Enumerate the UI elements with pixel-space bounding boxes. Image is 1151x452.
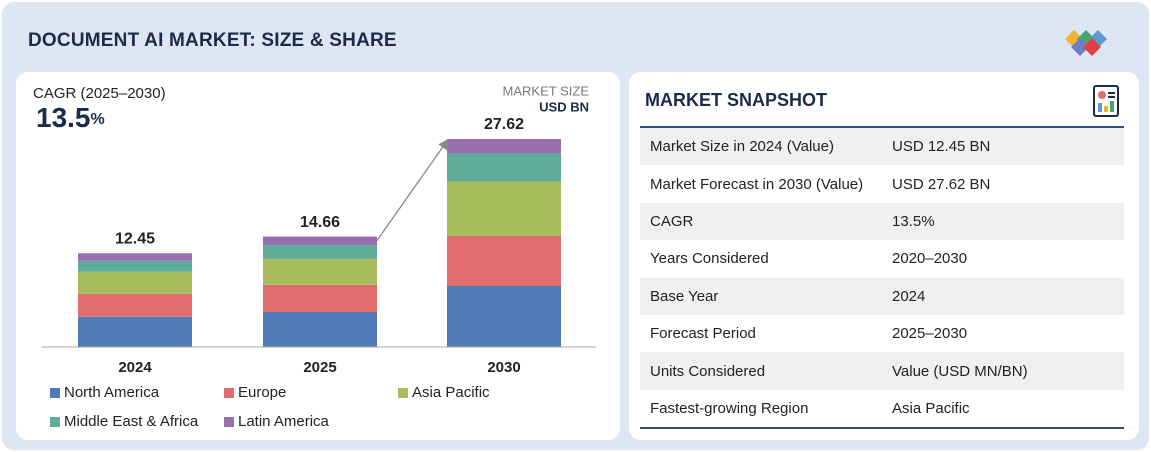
total-label: 12.45 bbox=[115, 230, 155, 247]
legend-swatch bbox=[50, 417, 60, 427]
cagr-number: 13.5 bbox=[36, 102, 91, 133]
bar-segment bbox=[447, 139, 561, 154]
unit-label: MARKET SIZE bbox=[503, 83, 590, 98]
snapshot-row: Forecast Period 2025–2030 bbox=[640, 315, 1124, 352]
bar-segment bbox=[263, 244, 377, 259]
bar-segment bbox=[263, 311, 377, 347]
snapshot-row: CAGR 13.5% bbox=[640, 202, 1124, 241]
legend-swatch bbox=[398, 388, 408, 398]
cagr-value: 13.5% bbox=[36, 102, 105, 133]
row-value: 2020–2030 bbox=[892, 250, 968, 268]
snapshot-row: Fastest-growing Region Asia Pacific bbox=[640, 390, 1124, 428]
bar-segment bbox=[263, 284, 377, 312]
row-value: USD 27.62 BN bbox=[892, 175, 991, 193]
legend-swatch bbox=[50, 388, 60, 398]
row-label: Units Considered bbox=[640, 352, 892, 390]
snapshot-row: Units Considered Value (USD MN/BN) bbox=[640, 352, 1124, 390]
row-label: Years Considered bbox=[650, 250, 769, 268]
row-value: 2025–2030 bbox=[892, 325, 968, 343]
bar-segment bbox=[447, 286, 561, 347]
x-tick-label: 2024 bbox=[118, 359, 152, 376]
bar-segment bbox=[78, 293, 192, 317]
row-label: Forecast Period bbox=[650, 325, 756, 343]
row-value: Value (USD MN/BN) bbox=[892, 352, 1124, 390]
cagr-label: CAGR (2025–2030) bbox=[33, 85, 166, 102]
legend-label: Middle East & Africa bbox=[64, 413, 199, 430]
total-label: 27.62 bbox=[484, 116, 524, 133]
main-title: DOCUMENT AI MARKET: SIZE & SHARE bbox=[28, 30, 397, 51]
bar-segment bbox=[78, 271, 192, 294]
row-label: CAGR bbox=[640, 202, 892, 241]
row-label: Market Size in 2024 (Value) bbox=[640, 127, 892, 166]
snapshot-row: Base Year 2024 bbox=[640, 277, 1124, 315]
bar-segment bbox=[78, 316, 192, 347]
cagr-unit: % bbox=[91, 111, 105, 128]
chart-panel: CAGR (2025–2030) 13.5% MARKET SIZE USD B… bbox=[16, 72, 620, 440]
bar-segment bbox=[447, 153, 561, 182]
total-label: 14.66 bbox=[300, 214, 340, 231]
snapshot-row: Market Forecast in 2030 (Value) USD 27.62… bbox=[640, 165, 1124, 202]
bar-segment bbox=[263, 236, 377, 245]
legend-label: Europe bbox=[238, 384, 286, 401]
snapshot-icon bbox=[1093, 85, 1119, 117]
snapshot-title: MARKET SNAPSHOT bbox=[645, 90, 828, 110]
logo bbox=[1065, 30, 1107, 56]
snapshot-table: Market Size in 2024 (Value) USD 12.45 BN M… bbox=[640, 126, 1124, 430]
snapshot-row: Market Size in 2024 (Value) USD 12.45 BN bbox=[640, 127, 1124, 166]
bar-segment bbox=[447, 235, 561, 287]
legend-swatch bbox=[224, 417, 234, 427]
x-tick-label: 2025 bbox=[303, 359, 336, 376]
row-label: Fastest-growing Region bbox=[650, 399, 809, 417]
legend-label: Latin America bbox=[238, 413, 330, 430]
legend-swatch bbox=[224, 388, 234, 398]
bar-segment bbox=[447, 181, 561, 236]
row-value: USD 12.45 BN bbox=[892, 127, 1124, 166]
snapshot-row: Years Considered 2020–2030 bbox=[640, 240, 1124, 277]
row-value: 2024 bbox=[892, 277, 1124, 315]
x-tick-label: 2030 bbox=[487, 359, 520, 376]
legend-label: Asia Pacific bbox=[412, 384, 490, 401]
snapshot-panel: MARKET SNAPSHOT Market Size in 2024 (Val… bbox=[629, 72, 1139, 440]
growth-arrow bbox=[376, 138, 449, 241]
row-value: 13.5% bbox=[892, 202, 1124, 241]
legend-label: North America bbox=[64, 384, 160, 401]
row-label: Market Forecast in 2030 (Value) bbox=[650, 175, 864, 193]
bar-segment bbox=[78, 253, 192, 261]
bar-segment bbox=[263, 258, 377, 285]
row-value: Asia Pacific bbox=[892, 399, 970, 417]
unit: USD BN bbox=[539, 99, 589, 114]
row-label: Base Year bbox=[640, 277, 892, 315]
bar-segment bbox=[78, 260, 192, 272]
chart: CAGR (2025–2030) 13.5% MARKET SIZE USD B… bbox=[33, 83, 596, 430]
